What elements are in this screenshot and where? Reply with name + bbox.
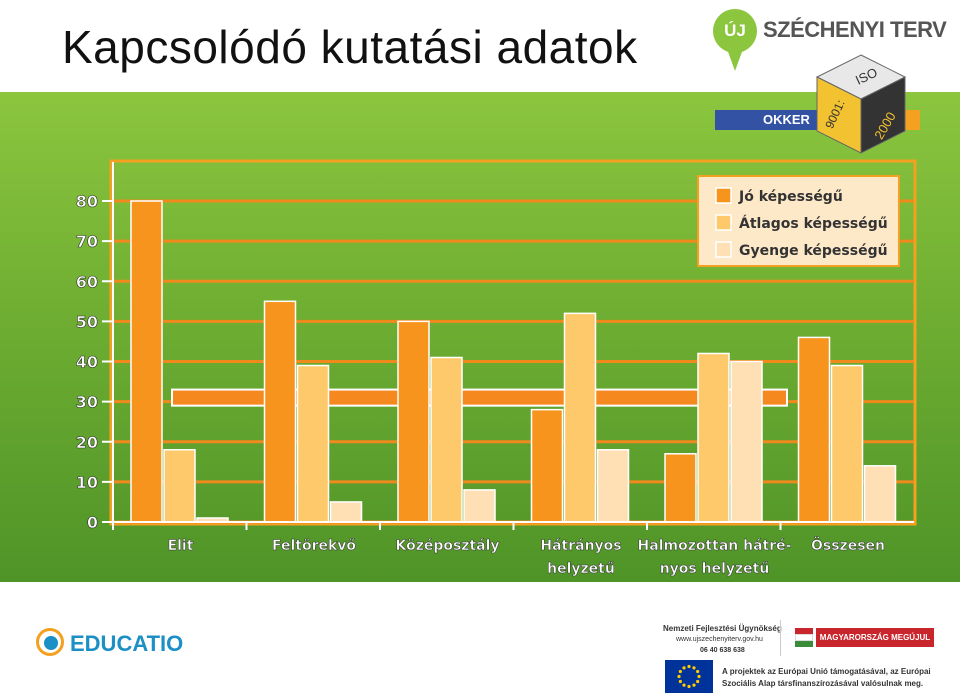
x-tick-label: Hátrányos — [540, 538, 621, 554]
legend-label: Átlagos képességű — [739, 215, 888, 232]
y-tick-label: 40 — [76, 353, 98, 372]
educatio-logo-dot — [44, 636, 58, 650]
okker-text: OKKER — [763, 112, 810, 127]
legend-label: Jó képességű — [738, 189, 843, 205]
bar — [830, 364, 864, 523]
bars-layer — [130, 200, 897, 523]
eu-support-text-line2: Szociális Alap társfinanszírozásával val… — [722, 679, 924, 688]
bar — [130, 200, 163, 523]
bar — [163, 449, 196, 523]
iso-cube-icon: ISO 9001: 2000 — [815, 54, 907, 154]
eu-star — [677, 674, 681, 679]
x-tick-label: Összesen — [811, 536, 885, 554]
y-tick-label: 10 — [76, 473, 98, 492]
bar — [463, 489, 496, 523]
bar — [664, 453, 697, 523]
bar — [596, 449, 630, 523]
x-tick-label: Feltörekvő — [272, 538, 356, 554]
magyarorszag-megujul-badge: MAGYARORSZÁG MEGÚJUL — [816, 628, 934, 647]
educatio-logo-text: EDUCATIO — [70, 631, 184, 656]
y-tick-label: 0 — [87, 513, 98, 532]
x-tick-label: Elit — [168, 538, 194, 554]
y-tick-label: 70 — [76, 232, 98, 251]
eu-star — [697, 674, 701, 679]
bar — [797, 336, 831, 523]
bar — [563, 312, 597, 523]
hungarian-flag-icon — [795, 628, 813, 647]
eu-star — [678, 679, 682, 684]
y-tick-label: 80 — [76, 192, 98, 211]
eu-star — [692, 666, 696, 670]
educatio-logo-icon — [36, 628, 64, 656]
legend-swatch — [715, 187, 732, 204]
eu-star — [696, 679, 700, 684]
eu-star — [692, 683, 696, 687]
y-tick-label: 50 — [76, 312, 98, 331]
eu-star — [696, 669, 700, 674]
eu-star — [682, 666, 686, 670]
szechenyi-terv-logo: ÚJ SZÉCHENYI TERV OKKER ISO 9001: 2000 — [705, 5, 955, 155]
eu-flag-icon — [665, 660, 713, 693]
bar — [530, 408, 564, 523]
nfu-name: Nemzeti Fejlesztési Ügynökség — [663, 624, 782, 633]
uj-badge-tail — [727, 49, 743, 71]
nfu-phone: 06 40 638 638 — [700, 647, 745, 654]
x-tick-label: Középosztály — [395, 538, 499, 554]
y-tick-label: 20 — [76, 433, 98, 452]
bar — [296, 364, 330, 523]
bar-chart: 0 10 20 30 40 50 60 70 80 Elit Feltörekvő Középoszt… — [75, 159, 917, 577]
x-tick-label: Halmozottan hátré- — [638, 538, 792, 554]
x-tick-label: nyos helyzetű — [660, 561, 770, 577]
legend-swatch — [715, 214, 732, 231]
bar — [263, 300, 297, 523]
page-title: Kapcsolódó kutatási adatok — [62, 21, 638, 73]
uj-badge: ÚJ — [713, 9, 757, 53]
bar — [697, 352, 730, 523]
bar — [430, 356, 463, 523]
nfu-url: www.ujszechenyiterv.gov.hu — [676, 636, 763, 643]
eu-support-text-line1: A projektek az Európai Unió támogatásáva… — [722, 667, 931, 676]
axis-layer: 0 10 20 30 40 50 60 70 80 Elit Feltörekvő Középoszt… — [75, 162, 914, 577]
eu-star — [682, 683, 686, 687]
bar — [397, 320, 430, 523]
eu-star — [678, 669, 682, 674]
bar — [863, 465, 897, 523]
y-tick-label: 30 — [76, 393, 98, 412]
bar — [730, 360, 763, 523]
y-tick-label: 60 — [76, 272, 98, 291]
eu-star — [687, 664, 691, 669]
x-tick-label: helyzetű — [547, 561, 615, 577]
eu-star — [687, 684, 691, 689]
legend-label: Gyenge képességű — [739, 243, 888, 259]
bar — [329, 501, 363, 523]
footer-divider — [780, 620, 781, 656]
legend-layer: Jó képességű Átlagos képességű Gyenge képe… — [697, 175, 900, 267]
legend-swatch — [715, 241, 732, 258]
szechenyi-terv-text: SZÉCHENYI TERV — [763, 17, 947, 42]
